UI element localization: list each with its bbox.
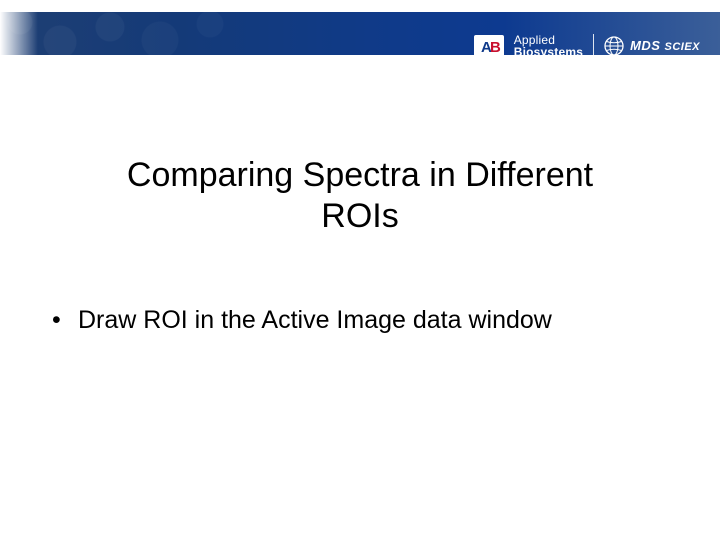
bullet-item: Draw ROI in the Active Image data window <box>52 305 660 336</box>
header-band: A B Applied Biosystems MDS S <box>0 12 720 55</box>
svg-text:B: B <box>490 39 501 56</box>
header-logos: A B Applied Biosystems MDS S <box>474 24 700 67</box>
slide-title: Comparing Spectra in Different ROIs <box>0 155 720 238</box>
mds-logo-text: MDS SCIEX <box>630 38 700 53</box>
ab-logo-text: Applied Biosystems <box>514 34 583 58</box>
ab-logo-icon: A B <box>474 35 504 57</box>
title-line-2: ROIs <box>321 197 398 235</box>
logo-divider <box>593 34 594 58</box>
slide: A B Applied Biosystems MDS S <box>0 0 720 540</box>
mds-logo: MDS SCIEX <box>604 36 700 56</box>
globe-icon <box>604 36 624 56</box>
title-line-1: Comparing Spectra in Different <box>127 156 593 194</box>
ab-logo-line2: Biosystems <box>514 46 583 58</box>
slide-body: Draw ROI in the Active Image data window <box>52 305 660 336</box>
ab-logo-line1: Applied <box>514 34 583 46</box>
ab-logo-mark: A B <box>474 35 504 57</box>
mds-logo-main: MDS <box>630 38 660 53</box>
header-texture <box>0 12 260 55</box>
header-fade-left <box>0 12 38 55</box>
mds-logo-sub: SCIEX <box>664 41 700 53</box>
bullet-list: Draw ROI in the Active Image data window <box>52 305 660 336</box>
